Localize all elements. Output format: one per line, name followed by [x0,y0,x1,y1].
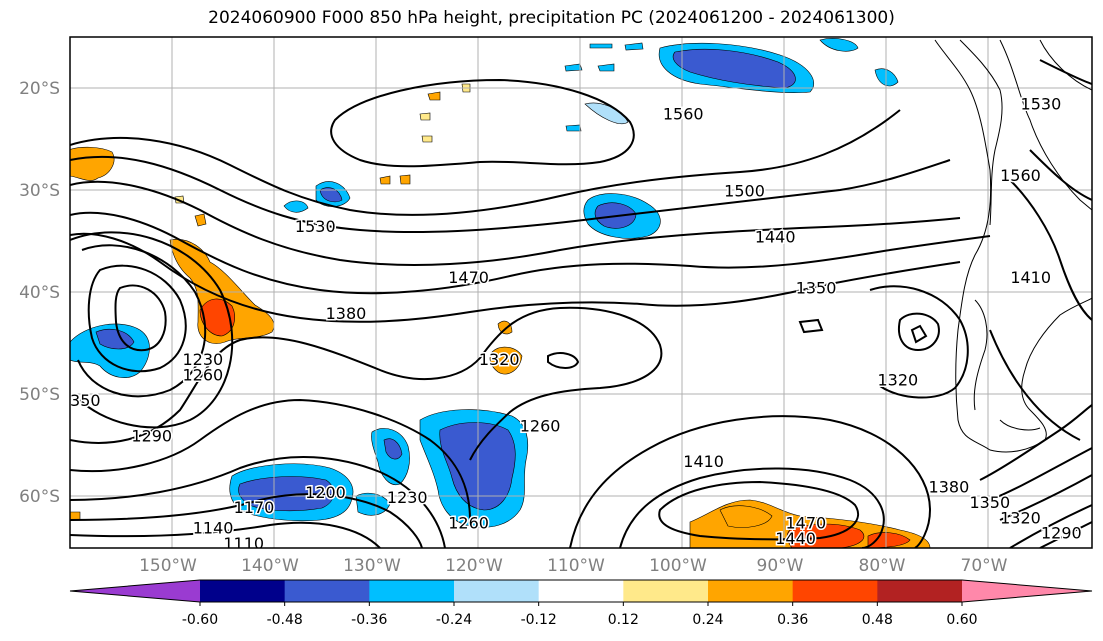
colorbar-label: -0.48 [267,612,303,628]
colorbar-label: 0.60 [946,612,977,628]
contour-label: 1260 [448,513,489,532]
contour-labels: 1560150015301440147013501380132012301260… [60,93,1083,553]
colorbar-segment [877,580,963,602]
contour-label: 1350 [969,493,1010,512]
colorbar-segment [538,580,624,602]
colorbar-segment [708,580,794,602]
colorbar-label: -0.60 [182,612,218,628]
precip-shading [70,38,931,548]
colorbar-label: 0.36 [777,612,808,628]
map-title: 2024060900 F000 850 hPa height, precipit… [208,8,895,28]
contour-label: 1410 [683,452,724,471]
contour-label: 1350 [60,391,101,410]
colorbar-label: 0.24 [692,612,723,628]
contour-label: 1560 [1000,166,1041,185]
contour-label: 1320 [877,370,918,389]
coastline-south-america [934,39,1092,453]
lat-tick-label: 40°S [19,283,60,303]
contour-label: 1200 [305,483,346,502]
contour-label: 1440 [775,529,816,548]
contour-label: 1290 [131,427,172,446]
contour-label: 1230 [387,488,428,507]
contour-label: 1140 [193,519,234,538]
lon-tick-label: 90°W [757,556,804,576]
contour-label: 1410 [1010,268,1051,287]
colorbar-label: -0.12 [521,612,557,628]
contour-label: 1320 [479,350,520,369]
colorbar-label: 0.48 [862,612,893,628]
colorbar: -0.60 -0.48 -0.36 -0.24 -0.12 0.12 0.24 … [69,579,1093,628]
colorbar-segment [369,580,455,602]
contour-label: 1290 [1041,524,1082,543]
colorbar-extend-min [70,580,200,602]
lon-tick-label: 100°W [649,556,707,576]
colorbar-segment [284,580,370,602]
lon-tick-label: 150°W [139,556,197,576]
map-panel: 1560150015301440147013501380132012301260… [60,37,1092,553]
lat-axis: 20°S 30°S 40°S 50°S 60°S [19,79,60,507]
contour-label: 1440 [755,227,796,246]
lat-tick-label: 20°S [19,79,60,99]
contour-label: 1350 [796,278,837,297]
contour-label: 1530 [1021,94,1062,113]
gridlines [70,37,1092,548]
contour-label: 1320 [1000,508,1041,527]
lon-tick-label: 70°W [961,556,1008,576]
colorbar-label: -0.36 [351,612,387,628]
lon-axis: 150°W 140°W 130°W 120°W 110°W 100°W 90°W… [139,556,1008,576]
lat-tick-label: 60°S [19,487,60,507]
map-frame [69,36,1093,549]
lon-tick-label: 110°W [547,556,605,576]
colorbar-segment [792,580,878,602]
colorbar-labels: -0.60 -0.48 -0.36 -0.24 -0.12 0.12 0.24 … [182,612,978,628]
colorbar-label: 0.12 [608,612,639,628]
contour-label: 1230 [183,350,224,369]
contour-label: 1380 [326,304,367,323]
contour-label: 1380 [929,478,970,497]
colorbar-extend-max [962,580,1092,602]
height-contours [70,59,1092,548]
lat-tick-label: 30°S [19,181,60,201]
contour-label: 1500 [724,181,765,200]
lat-tick-label: 50°S [19,385,60,405]
contour-label: 1470 [785,513,826,532]
lon-tick-label: 140°W [241,556,299,576]
colorbar-label: -0.24 [436,612,472,628]
contour-label: 1530 [295,217,336,236]
contour-label: 1170 [234,498,275,517]
colorbar-segment [454,580,540,602]
lon-tick-label: 120°W [445,556,503,576]
lon-tick-label: 80°W [859,556,906,576]
contour-label: 1560 [663,105,704,124]
contour-label: 1470 [448,268,489,287]
colorbar-segment [623,580,709,602]
contour-label: 1260 [183,365,224,384]
contour-label: 1260 [520,416,561,435]
colorbar-segment [200,580,286,602]
lon-tick-label: 130°W [343,556,401,576]
contour-label: 1110 [223,534,264,553]
